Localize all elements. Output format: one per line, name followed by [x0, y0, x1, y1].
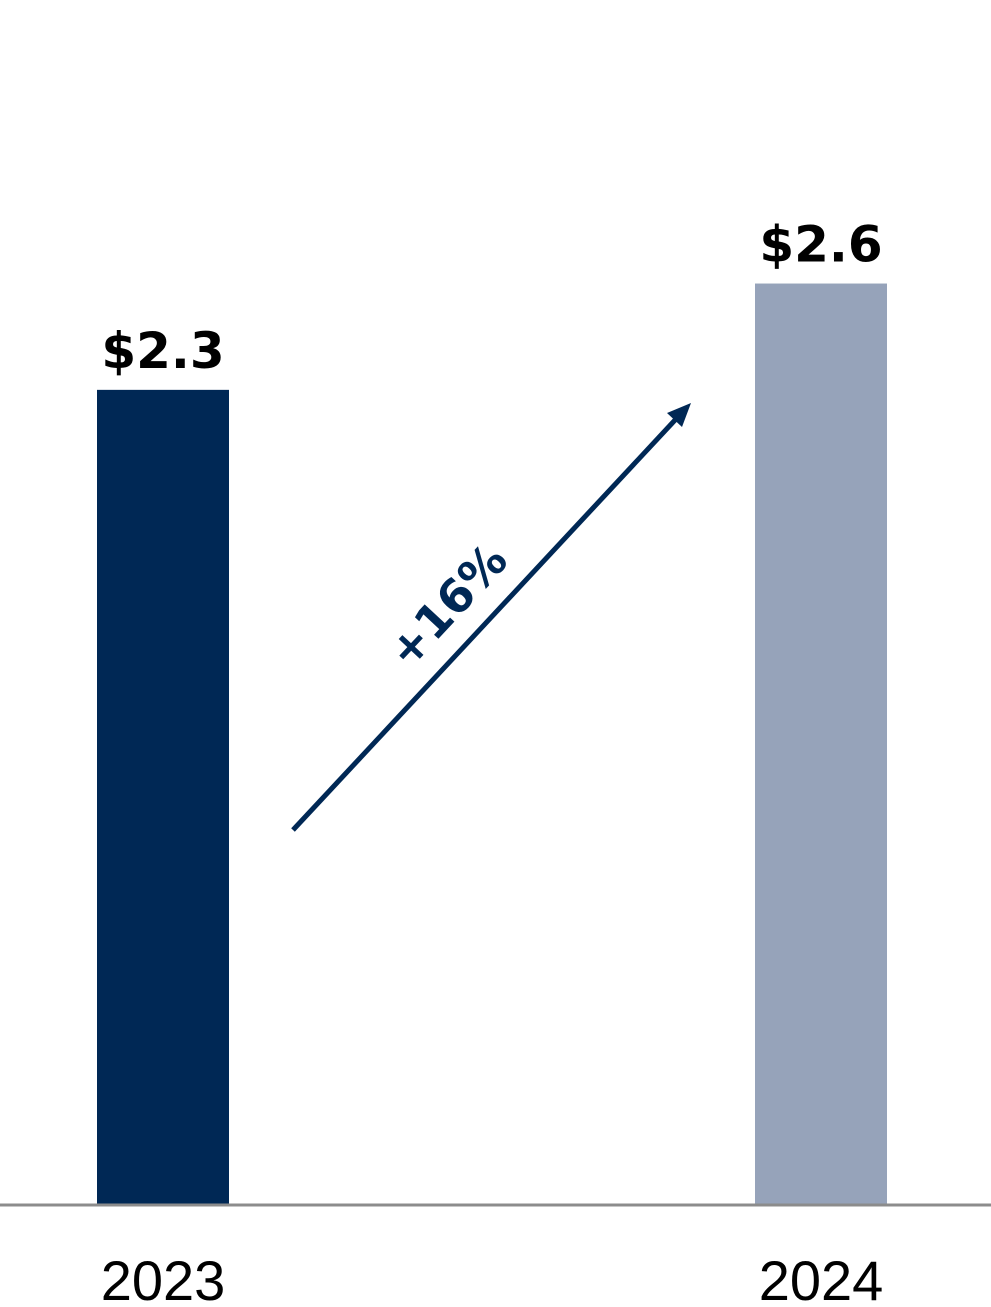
x-tick-label: 2023	[101, 1249, 226, 1307]
growth-arrow-head	[667, 403, 691, 427]
growth-annotation: +16%	[377, 533, 518, 679]
value-label: $2.6	[759, 216, 882, 274]
value-label: $2.3	[101, 322, 224, 380]
bar	[755, 283, 887, 1205]
bar	[97, 389, 229, 1206]
x-tick-label: 2024	[759, 1249, 884, 1307]
growth-arrow-line	[291, 417, 678, 832]
